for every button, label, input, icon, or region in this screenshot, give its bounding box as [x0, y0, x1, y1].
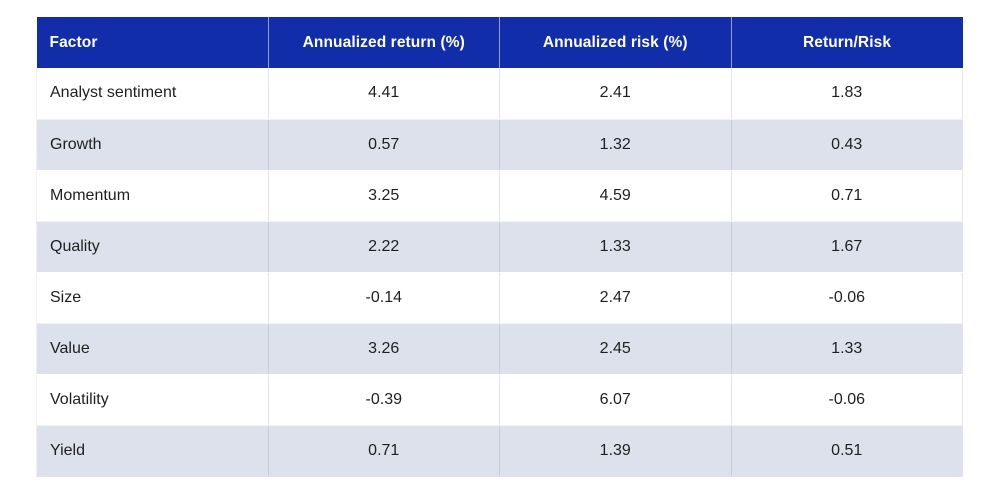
table-row: Momentum 3.25 4.59 0.71: [36, 170, 963, 222]
table-row: Quality 2.22 1.33 1.67: [36, 220, 963, 273]
column-header-factor: Factor: [36, 17, 269, 68]
return-risk-cell: 0.51: [731, 424, 963, 477]
factor-cell: Momentum: [36, 170, 269, 222]
annualized-return-cell: 3.26: [268, 322, 500, 375]
annualized-return-cell: 0.57: [268, 118, 500, 171]
table-body: Analyst sentiment 4.41 2.41 1.83 Growth …: [36, 68, 963, 477]
factor-cell: Value: [36, 322, 269, 375]
annualized-return-cell: -0.39: [268, 374, 500, 426]
factor-performance-table: Factor Annualized return (%) Annualized …: [36, 17, 963, 477]
table-row: Value 3.26 2.45 1.33: [36, 322, 963, 375]
annualized-return-cell: 4.41: [268, 68, 500, 120]
annualized-risk-cell: 2.45: [499, 322, 732, 375]
return-risk-cell: 1.83: [731, 68, 963, 120]
annualized-risk-cell: 6.07: [499, 374, 732, 426]
annualized-risk-cell: 2.47: [499, 272, 732, 324]
column-header-annualized-return: Annualized return (%): [268, 17, 500, 68]
table-row: Analyst sentiment 4.41 2.41 1.83: [36, 68, 963, 120]
return-risk-cell: 0.71: [731, 170, 963, 222]
factor-cell: Growth: [36, 118, 269, 171]
data-table: Factor Annualized return (%) Annualized …: [36, 17, 963, 477]
factor-cell: Volatility: [36, 374, 269, 426]
annualized-risk-cell: 2.41: [499, 68, 732, 120]
factor-cell: Size: [36, 272, 269, 324]
annualized-return-cell: 3.25: [268, 170, 500, 222]
return-risk-cell: -0.06: [731, 374, 963, 426]
annualized-risk-cell: 4.59: [499, 170, 732, 222]
annualized-return-cell: 0.71: [268, 424, 500, 477]
table-row: Volatility -0.39 6.07 -0.06: [36, 374, 963, 426]
annualized-risk-cell: 1.32: [499, 118, 732, 171]
factor-cell: Quality: [36, 220, 269, 273]
annualized-risk-cell: 1.39: [499, 424, 732, 477]
header-row: Factor Annualized return (%) Annualized …: [36, 17, 963, 68]
table-row: Growth 0.57 1.32 0.43: [36, 118, 963, 171]
annualized-risk-cell: 1.33: [499, 220, 732, 273]
return-risk-cell: 0.43: [731, 118, 963, 171]
factor-cell: Yield: [36, 424, 269, 477]
column-header-return-risk: Return/Risk: [731, 17, 963, 68]
return-risk-cell: -0.06: [731, 272, 963, 324]
return-risk-cell: 1.33: [731, 322, 963, 375]
table-row: Yield 0.71 1.39 0.51: [36, 424, 963, 477]
column-header-annualized-risk: Annualized risk (%): [499, 17, 732, 68]
annualized-return-cell: 2.22: [268, 220, 500, 273]
annualized-return-cell: -0.14: [268, 272, 500, 324]
table-row: Size -0.14 2.47 -0.06: [36, 272, 963, 324]
factor-cell: Analyst sentiment: [36, 68, 269, 120]
table-header: Factor Annualized return (%) Annualized …: [36, 17, 963, 68]
return-risk-cell: 1.67: [731, 220, 963, 273]
